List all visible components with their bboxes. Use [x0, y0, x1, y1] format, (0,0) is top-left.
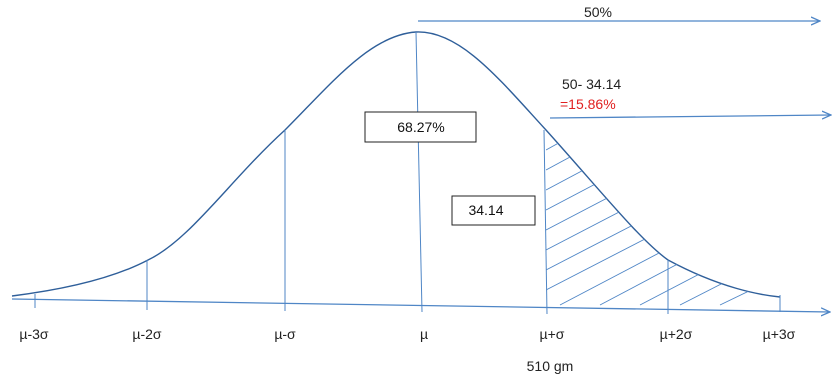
center-box	[364, 111, 477, 143]
axis-tick-labels: µ-3σ µ-2σ µ-σ µ µ+σ µ+2σ µ+3σ	[19, 326, 795, 342]
tick-label-plus-1-sigma: µ+σ	[540, 326, 565, 342]
tick-label-minus-3-sigma: µ-3σ	[19, 326, 49, 342]
right-arrow-label-line2: =15.86%	[560, 96, 616, 112]
right-arrow-label-line1: 50- 34.14	[562, 76, 621, 92]
tail-box-label: 34.14	[468, 202, 503, 218]
sigma-lines	[34, 31, 781, 315]
bell-curve	[11, 31, 781, 298]
tick-label-mean: µ	[420, 326, 428, 342]
tick-label-minus-1-sigma: µ-σ	[274, 326, 296, 342]
tick-label-minus-2-sigma: µ-2σ	[132, 326, 162, 342]
tick-label-plus-2-sigma: µ+2σ	[660, 326, 693, 342]
sigma-line-mean	[415, 31, 423, 313]
tail-box	[451, 195, 536, 226]
x-axis-line	[11, 298, 830, 312]
sigma-line-plus-1	[543, 129, 548, 315]
tail-hatching	[546, 130, 780, 306]
top-arrow-label: 50%	[584, 4, 612, 20]
tick-label-plus-3-sigma: µ+3σ	[763, 326, 796, 342]
center-box-label: 68.27%	[397, 119, 444, 135]
right-arrow	[549, 115, 831, 118]
below-axis-label: 510 gm	[527, 358, 574, 374]
